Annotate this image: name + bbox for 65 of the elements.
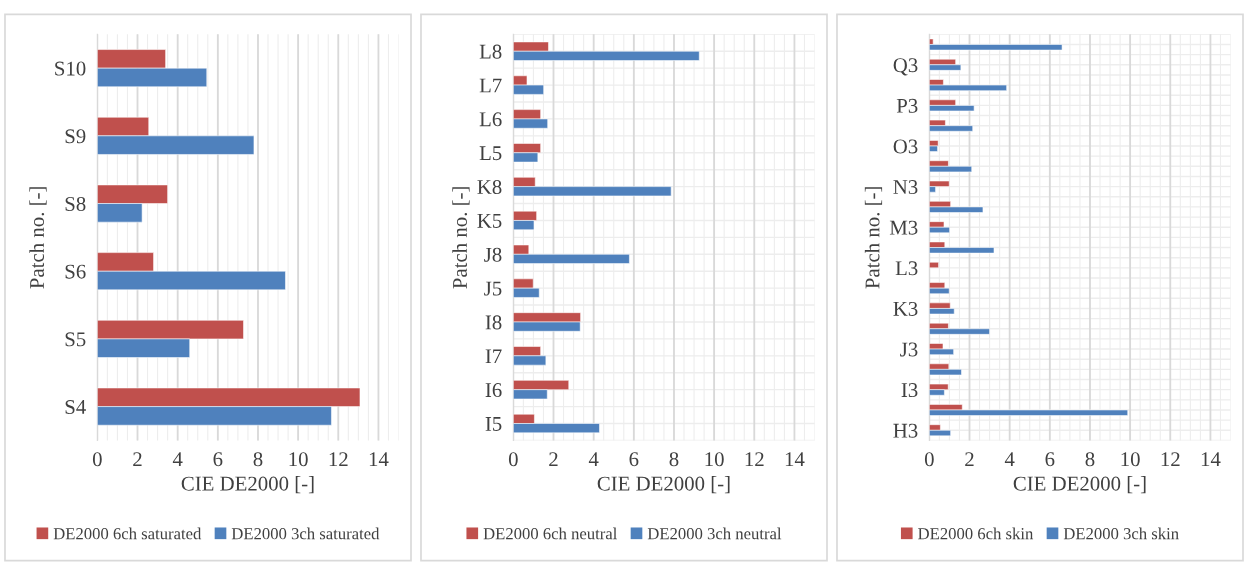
- y-tick-label: S8: [65, 196, 86, 211]
- x-tick-label: 4: [172, 452, 183, 467]
- bar: [929, 261, 939, 269]
- x-tick-label: 12: [1161, 452, 1180, 467]
- y-axis-title: Patch no. [-]: [29, 187, 47, 289]
- x-tick-label: 6: [213, 452, 223, 467]
- y-tick-label: M3: [889, 220, 918, 235]
- x-tick-label: 0: [508, 452, 518, 467]
- y-tick-label: I7: [485, 349, 502, 364]
- y-axis-title: Patch no. [-]: [452, 187, 470, 289]
- y-tick-label: O3: [893, 139, 918, 154]
- y-tick-label: J8: [484, 247, 502, 262]
- x-tick-label: 12: [745, 452, 764, 467]
- legend-label: DE2000 3ch neutral: [647, 527, 782, 540]
- x-tick-label: 14: [1201, 452, 1221, 467]
- x-axis-title: CIE DE2000 [-]: [597, 476, 730, 494]
- y-tick-label: K8: [477, 179, 502, 195]
- y-axis-title: Patch no. [-]: [864, 187, 883, 289]
- x-tick-label: 10: [705, 452, 724, 467]
- x-tick-label: 2: [549, 452, 558, 467]
- x-tick-label: 10: [289, 452, 308, 467]
- y-tick-label: S9: [65, 129, 86, 144]
- x-tick-label: 2: [133, 452, 142, 467]
- y-tick-label: S5: [65, 332, 86, 347]
- y-tick-label: L3: [895, 261, 918, 276]
- y-tick-label: I3: [901, 383, 918, 398]
- x-tick-label: 6: [629, 452, 639, 467]
- y-tick-label: J3: [900, 342, 918, 357]
- legend-label: DE2000 3ch skin: [1063, 527, 1179, 540]
- y-tick-label: P3: [896, 98, 918, 113]
- x-tick-label: 8: [669, 452, 679, 467]
- legend-label: DE2000 6ch saturated: [53, 527, 202, 540]
- x-tick-label: 0: [924, 452, 934, 467]
- x-tick-label: 10: [1121, 452, 1140, 467]
- y-tick-label: S10: [55, 61, 86, 76]
- legend-label: DE2000 6ch neutral: [483, 527, 617, 540]
- x-tick-label: 14: [369, 452, 389, 467]
- legend-label: DE2000 6ch skin: [918, 527, 1034, 540]
- x-axis-title: CIE DE2000 [-]: [1013, 476, 1146, 494]
- x-tick-label: 14: [785, 452, 805, 467]
- x-tick-label: 8: [1085, 452, 1095, 467]
- y-tick-label: N3: [893, 180, 918, 195]
- x-tick-label: 8: [253, 452, 263, 467]
- y-tick-label: H3: [893, 423, 918, 438]
- x-tick-label: 6: [1045, 452, 1055, 467]
- y-tick-label: L6: [479, 112, 502, 127]
- y-tick-label: S6: [65, 264, 86, 279]
- y-tick-label: L7: [479, 78, 502, 93]
- x-tick-label: 0: [92, 452, 102, 467]
- y-tick-label: K5: [477, 214, 502, 228]
- x-tick-label: 4: [588, 452, 599, 467]
- legend-label: DE2000 3ch saturated: [231, 527, 380, 540]
- x-axis-title: CIE DE2000 [-]: [181, 476, 314, 494]
- y-tick-label: S4: [65, 400, 86, 415]
- x-tick-label: 4: [1004, 452, 1015, 467]
- y-tick-label: Q3: [893, 58, 918, 76]
- y-tick-label: L8: [479, 44, 502, 59]
- y-tick-label: L5: [479, 146, 502, 161]
- y-tick-label: J5: [484, 281, 502, 296]
- y-tick-label: I5: [485, 417, 502, 431]
- x-tick-label: 2: [965, 452, 974, 467]
- y-tick-label: K3: [893, 301, 918, 316]
- x-tick-label: 12: [329, 452, 348, 467]
- y-tick-label: I6: [485, 383, 502, 398]
- y-tick-label: I8: [485, 315, 502, 330]
